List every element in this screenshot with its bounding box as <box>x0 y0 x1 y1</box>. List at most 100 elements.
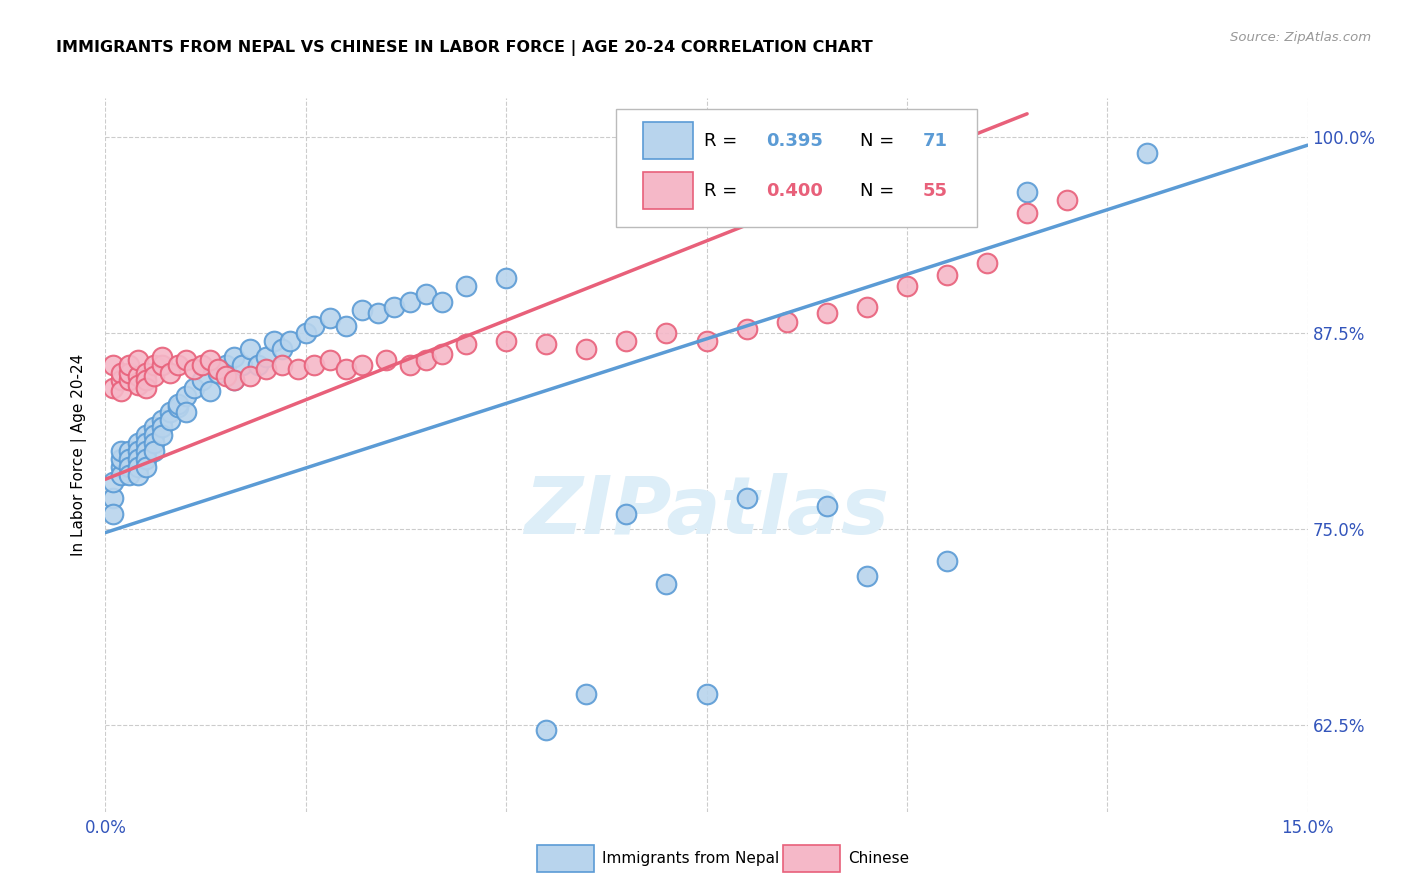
Point <box>150 358 173 372</box>
Point <box>135 366 157 380</box>
Point <box>150 428 173 442</box>
Point <box>655 577 678 591</box>
Point <box>1056 193 1078 207</box>
Point <box>190 358 212 372</box>
Point <box>118 358 141 372</box>
Point <box>270 358 292 372</box>
Point <box>207 362 229 376</box>
Point <box>183 362 205 376</box>
Point <box>127 436 149 450</box>
Point <box>142 428 165 442</box>
Text: IMMIGRANTS FROM NEPAL VS CHINESE IN LABOR FORCE | AGE 20-24 CORRELATION CHART: IMMIGRANTS FROM NEPAL VS CHINESE IN LABO… <box>56 40 873 56</box>
Point <box>222 373 245 387</box>
Point <box>142 444 165 458</box>
Point <box>135 436 157 450</box>
Text: 0.395: 0.395 <box>766 132 824 150</box>
Point <box>118 366 141 380</box>
Point <box>495 334 517 349</box>
Text: Immigrants from Nepal: Immigrants from Nepal <box>602 851 779 865</box>
Point <box>616 334 638 349</box>
Point <box>246 358 269 372</box>
Point <box>270 342 292 356</box>
Point <box>302 318 325 333</box>
Point <box>142 368 165 383</box>
Text: 0.400: 0.400 <box>766 182 824 200</box>
Point <box>142 436 165 450</box>
Point <box>110 459 132 474</box>
Point <box>127 353 149 368</box>
Point <box>776 315 799 329</box>
FancyBboxPatch shape <box>643 172 693 210</box>
Point <box>103 507 125 521</box>
Point <box>127 378 149 392</box>
Point <box>127 451 149 466</box>
Point <box>335 318 357 333</box>
Point <box>110 366 132 380</box>
Point <box>110 384 132 399</box>
Point <box>295 326 318 341</box>
Text: 71: 71 <box>922 132 948 150</box>
Point <box>735 321 758 335</box>
Point <box>135 428 157 442</box>
Point <box>415 353 437 368</box>
Point <box>495 271 517 285</box>
Text: N =: N = <box>860 132 900 150</box>
FancyBboxPatch shape <box>643 122 693 160</box>
Point <box>159 412 181 426</box>
Point <box>575 342 598 356</box>
Point <box>135 444 157 458</box>
FancyBboxPatch shape <box>783 845 839 871</box>
Point <box>118 373 141 387</box>
Point <box>103 358 125 372</box>
Point <box>150 412 173 426</box>
Point <box>198 353 221 368</box>
Point <box>110 373 132 387</box>
Point <box>127 368 149 383</box>
Point <box>166 400 188 414</box>
Point <box>696 687 718 701</box>
Point <box>142 358 165 372</box>
Text: R =: R = <box>704 132 744 150</box>
Point <box>1136 146 1159 161</box>
Point <box>616 507 638 521</box>
Point <box>399 358 422 372</box>
Y-axis label: In Labor Force | Age 20-24: In Labor Force | Age 20-24 <box>70 354 87 556</box>
Point <box>118 467 141 482</box>
Point <box>159 366 181 380</box>
Point <box>350 302 373 317</box>
Point <box>350 358 373 372</box>
Point <box>135 381 157 395</box>
Point <box>222 350 245 364</box>
Point <box>575 687 598 701</box>
Point <box>855 300 877 314</box>
Point <box>174 405 197 419</box>
Point <box>454 337 477 351</box>
Point <box>174 353 197 368</box>
Point <box>127 467 149 482</box>
Point <box>166 358 188 372</box>
Point <box>135 373 157 387</box>
Point <box>855 569 877 583</box>
Point <box>936 268 959 283</box>
Point <box>222 373 245 387</box>
Point <box>174 389 197 403</box>
Point <box>319 353 342 368</box>
FancyBboxPatch shape <box>537 845 593 871</box>
Text: R =: R = <box>704 182 744 200</box>
Point <box>815 499 838 513</box>
Point <box>735 491 758 505</box>
Text: N =: N = <box>860 182 900 200</box>
Point <box>150 420 173 434</box>
Point <box>118 444 141 458</box>
Point <box>166 397 188 411</box>
Point <box>534 337 557 351</box>
Point <box>110 451 132 466</box>
Text: 55: 55 <box>922 182 948 200</box>
Point <box>239 342 262 356</box>
Point <box>150 350 173 364</box>
Point <box>110 444 132 458</box>
Point <box>190 373 212 387</box>
Point <box>198 384 221 399</box>
Text: ZIPatlas: ZIPatlas <box>524 473 889 551</box>
Point <box>374 353 398 368</box>
